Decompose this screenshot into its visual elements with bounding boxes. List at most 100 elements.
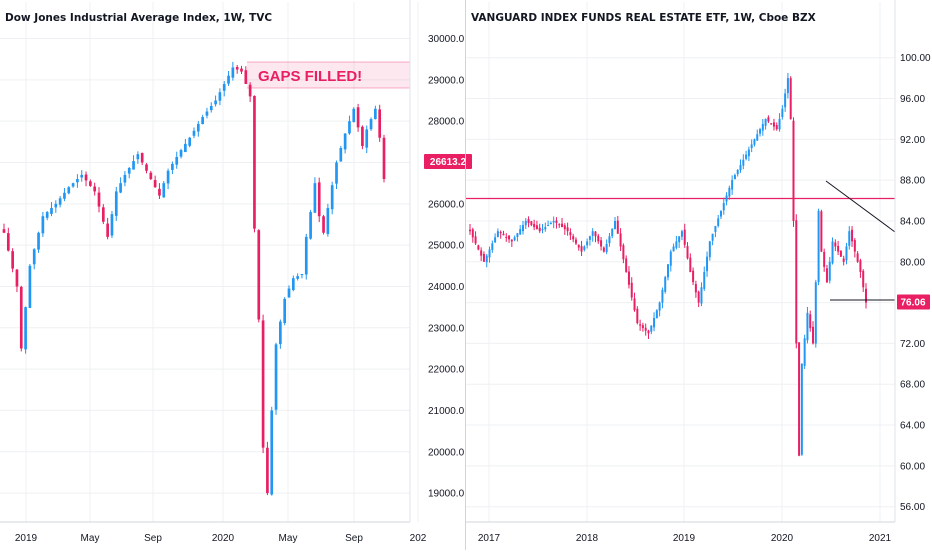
candle-body [703, 272, 706, 289]
candle-body [2, 229, 6, 233]
candle-body [692, 270, 695, 283]
candle-body [235, 67, 239, 70]
candle-body [499, 231, 502, 234]
candle-body [530, 221, 533, 226]
candle-body [477, 245, 480, 250]
candle-body [153, 180, 157, 188]
candle-body [552, 220, 555, 223]
candle-body [633, 298, 636, 311]
candle-body [162, 183, 166, 198]
y-tick-label: 84.00 [900, 216, 925, 227]
candle-body [274, 344, 278, 410]
candle-body [722, 203, 725, 211]
candle-body [356, 107, 360, 128]
candle-body [602, 247, 605, 252]
candle-body [706, 256, 709, 272]
candle-body [759, 129, 762, 134]
candle-body [279, 321, 282, 345]
candle-body [786, 78, 789, 94]
candle-body [814, 282, 817, 344]
candle-body [54, 203, 58, 208]
candle-body [480, 250, 483, 256]
candle-body [469, 229, 471, 232]
candle-body [747, 149, 750, 157]
candle-body [697, 291, 700, 303]
candle-body [837, 245, 840, 252]
candle-body [488, 249, 491, 258]
candle-body [772, 122, 775, 127]
y-tick-label: 72.00 [900, 339, 925, 350]
candle-body [655, 310, 658, 319]
candle-body [171, 163, 174, 170]
candle-body [533, 223, 536, 228]
candle-body [296, 276, 299, 279]
candle-body [502, 233, 505, 236]
candle-body [669, 251, 672, 266]
candle-body [597, 235, 600, 242]
candle-body [800, 363, 803, 455]
candle-body [101, 207, 105, 222]
candle-body [41, 216, 45, 234]
y-tick-label: 23000.0 [428, 323, 465, 334]
y-tick-label: 68.00 [900, 380, 925, 391]
candle-body [196, 123, 200, 132]
candle-body [591, 231, 594, 236]
y-tick-label: 25000.0 [428, 241, 465, 252]
candle-body [140, 153, 144, 163]
x-tick-label: 202 [410, 533, 427, 544]
candle-body [184, 143, 187, 152]
candle-body [672, 246, 675, 252]
candle-body [322, 216, 325, 233]
candle-body [583, 246, 586, 250]
candle-body [784, 93, 787, 108]
candle-body [795, 220, 798, 344]
candle-body [257, 230, 261, 320]
candle-body [45, 212, 49, 218]
candle-body [240, 68, 243, 72]
dow-chart-title: Dow Jones Industrial Average Index, 1W, … [5, 12, 272, 24]
candle-body [731, 180, 734, 190]
candle-body [119, 183, 122, 193]
dow-jones-panel: GAPS FILLED! 30000.029000.028000.027000.… [0, 0, 472, 544]
candle-body [630, 282, 633, 298]
candle-body [494, 237, 497, 243]
candle-body [675, 241, 678, 248]
candle-body [283, 298, 287, 324]
candle-body [781, 108, 784, 118]
candle-body [594, 231, 597, 237]
candle-body [566, 227, 569, 232]
candle-body [132, 161, 135, 170]
candle-body [812, 326, 815, 344]
y-tick-label: 24000.0 [428, 282, 465, 293]
x-tick-label: Sep [345, 533, 363, 544]
candle-body [201, 117, 204, 125]
candle-body [614, 220, 617, 230]
y-tick-label: 20000.0 [428, 447, 465, 458]
candle-body [831, 241, 834, 264]
candle-body [859, 260, 862, 272]
candle-body [369, 119, 373, 130]
candle-body [471, 229, 474, 238]
gaps-filled-annotation: GAPS FILLED! [258, 68, 362, 85]
candle-body [335, 162, 338, 184]
candle-body [653, 317, 656, 328]
candle-body [76, 179, 79, 183]
candle-body [717, 218, 720, 226]
candle-body [778, 118, 781, 130]
candle-body [605, 243, 608, 253]
candle-body [6, 233, 10, 251]
candle-body [114, 191, 118, 216]
x-tick-label: May [81, 533, 100, 544]
candle-body [127, 168, 131, 174]
candle-body [361, 126, 364, 146]
left-y-axis: 30000.029000.028000.027000.026000.025000… [428, 34, 465, 500]
candle-body [158, 188, 161, 196]
candle-body [622, 245, 625, 260]
candle-body [678, 236, 681, 243]
x-tick-label: Sep [144, 533, 162, 544]
candle-body [136, 154, 140, 160]
candle-body [845, 246, 848, 261]
y-tick-label: 21000.0 [428, 406, 465, 417]
candle-body [145, 164, 148, 171]
candle-body [374, 108, 377, 120]
